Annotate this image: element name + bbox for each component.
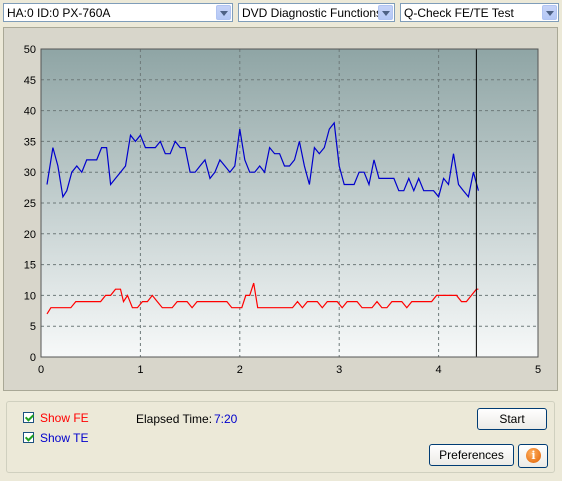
y-tick-label: 45 — [24, 75, 36, 87]
info-icon: i — [526, 448, 541, 463]
elapsed-time-label: Elapsed Time: — [136, 412, 213, 426]
x-tick-label: 1 — [137, 364, 143, 376]
y-tick-label: 5 — [30, 321, 36, 333]
chevron-down-icon[interactable] — [378, 5, 393, 20]
y-tick-label: 10 — [24, 290, 36, 302]
chevron-down-icon[interactable] — [216, 5, 231, 20]
te-series-line — [46, 121, 479, 199]
y-tick-label: 20 — [24, 229, 36, 241]
function-select-value: DVD Diagnostic Functions — [242, 6, 383, 20]
chart-panel: 0 5 10 15 20 25 30 35 40 45 50 0 1 2 3 4 5 — [3, 27, 558, 391]
x-tick-label: 2 — [237, 364, 243, 376]
y-tick-label: 0 — [30, 352, 36, 364]
drive-select[interactable]: HA:0 ID:0 PX-760A — [3, 3, 233, 22]
y-tick-label: 25 — [24, 198, 36, 210]
info-button[interactable]: i — [518, 444, 548, 468]
drive-select-value: HA:0 ID:0 PX-760A — [7, 6, 111, 20]
y-tick-label: 50 — [24, 44, 36, 56]
show-te-checkbox[interactable] — [23, 432, 34, 443]
x-tick-label: 4 — [436, 364, 442, 376]
x-tick-label: 3 — [336, 364, 342, 376]
function-select[interactable]: DVD Diagnostic Functions — [238, 3, 395, 22]
fe-series-line — [46, 282, 479, 315]
test-select-value: Q-Check FE/TE Test — [404, 6, 514, 20]
show-te-label[interactable]: Show TE — [40, 431, 89, 445]
test-select[interactable]: Q-Check FE/TE Test — [400, 3, 559, 22]
x-tick-label: 0 — [38, 364, 44, 376]
y-tick-label: 40 — [24, 106, 36, 118]
y-tick-label: 15 — [24, 260, 36, 272]
elapsed-time-value: 7:20 — [214, 412, 238, 426]
preferences-button[interactable]: Preferences — [429, 444, 514, 466]
x-tick-label: 5 — [535, 364, 541, 376]
y-tick-label: 35 — [24, 136, 36, 148]
y-tick-label: 30 — [24, 167, 36, 179]
chevron-down-icon[interactable] — [542, 5, 557, 20]
show-fe-checkbox[interactable] — [23, 412, 34, 423]
show-fe-label[interactable]: Show FE — [40, 411, 89, 425]
start-button[interactable]: Start — [477, 408, 547, 430]
control-panel: Show FE Show TE Elapsed Time: 7:20 Start… — [6, 401, 555, 473]
